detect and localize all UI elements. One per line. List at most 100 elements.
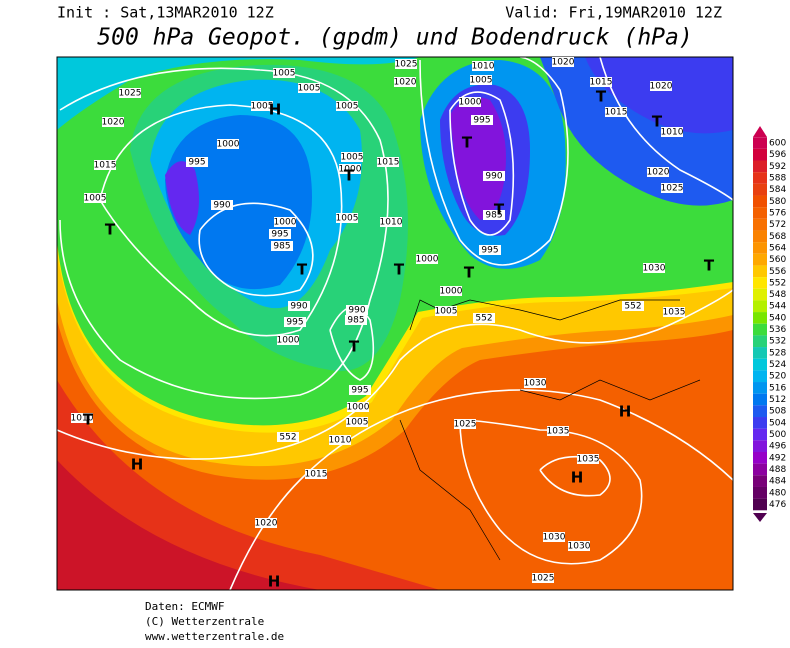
colorbar-label: 572 (769, 220, 786, 230)
isobar-label-bg (346, 305, 368, 315)
colorbar-label: 576 (769, 208, 786, 218)
colorbar-swatch (753, 498, 767, 511)
pressure-center: H (269, 101, 282, 119)
pressure-center: H (131, 456, 144, 474)
colorbar-label: 524 (769, 360, 786, 370)
isobar-label: 995 (473, 116, 490, 126)
isobar-label: 995 (286, 318, 303, 328)
isobar-label-bg (336, 213, 358, 223)
isobar-label: 995 (351, 386, 368, 396)
colorbar-swatch (753, 358, 767, 371)
isobar-label-bg (661, 183, 683, 193)
colorbar-swatch (753, 137, 767, 149)
colorbar-label: 508 (769, 407, 786, 417)
isobar-label: 1020 (255, 519, 278, 529)
isobar-label: 1005 (273, 69, 296, 79)
isobar-label: 995 (481, 246, 498, 256)
colorbar-label: 596 (769, 150, 786, 160)
isobar-label: 995 (271, 230, 288, 240)
colorbar-label: 564 (769, 243, 786, 253)
isobar-label: 1000 (339, 165, 362, 175)
isobar-label-bg (119, 88, 141, 98)
isobar-label-bg (349, 385, 371, 395)
map-title: 500 hPa Geopot. (gpdm) und Bodendruck (h… (97, 25, 692, 51)
isobar-label-bg (345, 315, 367, 325)
isobar-label: 1030 (568, 542, 591, 552)
pressure-center: H (268, 573, 281, 591)
pressure-center: T (83, 411, 94, 429)
colorbar-label: 568 (769, 232, 786, 242)
isobar-label-bg (661, 127, 683, 137)
isobar-label-bg (277, 335, 299, 345)
isobar-label-bg (483, 210, 505, 220)
colorbar-swatch (753, 323, 767, 336)
isobar-label: 552 (624, 302, 641, 312)
isobar-label-bg (217, 139, 239, 149)
colorbar-label: 536 (769, 325, 786, 335)
isobar-label: 990 (485, 172, 502, 182)
isobar-label: 552 (475, 314, 492, 324)
isobar-label: 1005 (341, 153, 364, 163)
pressure-center: H (619, 403, 632, 421)
colorbar-swatch (753, 370, 767, 383)
colorbar-swatch (753, 463, 767, 476)
isobar-label-bg (380, 217, 402, 227)
colorbar-swatch (753, 451, 767, 464)
isobar-label: 1000 (416, 255, 439, 265)
isobar-label-bg (255, 518, 277, 528)
colorbar-swatch (753, 393, 767, 406)
footer-line: Daten: ECMWF (145, 600, 224, 613)
pressure-center: T (464, 264, 475, 282)
colorbar-swatch (753, 265, 767, 278)
colorbar-label: 492 (769, 453, 786, 463)
colorbar-label: 588 (769, 173, 786, 183)
isobar-label-bg (336, 101, 358, 111)
isobar-label-bg (647, 167, 669, 177)
colorbar-label: 560 (769, 255, 786, 265)
isobar-label: 1005 (251, 102, 274, 112)
colorbar-swatch (753, 486, 767, 499)
isobar-label: 1025 (661, 184, 684, 194)
pressure-center: T (652, 113, 663, 131)
isobar-label: 1015 (305, 470, 328, 480)
colorbar-swatch (753, 195, 767, 208)
isobar-label: 1010 (71, 414, 94, 424)
footer-line: (C) Wetterzentrale (145, 615, 264, 628)
isobar-label-bg (470, 75, 492, 85)
isobar-label: 985 (485, 211, 502, 221)
isobar-label: 1020 (102, 118, 125, 128)
colorbar-swatch (753, 218, 767, 231)
isobar-label: 1030 (643, 264, 666, 274)
colorbar-label: 584 (769, 185, 786, 195)
colorbar-label: 600 (769, 139, 786, 149)
isobar-label: 1015 (94, 161, 117, 171)
colorbar-swatch (753, 428, 767, 441)
pressure-center: H (571, 469, 584, 487)
colorbar-cap (753, 513, 767, 522)
isobar-label-bg (532, 573, 554, 583)
colorbar-swatch (753, 207, 767, 219)
isobar-label: 552 (279, 433, 296, 443)
isobar-label: 1005 (470, 76, 493, 86)
colorbar-label: 500 (769, 430, 786, 440)
map-field (57, 57, 733, 590)
colorbar-swatch (753, 440, 767, 452)
isobar-label-bg (552, 57, 574, 67)
isobar-label-bg (577, 454, 599, 464)
colorbar-label: 592 (769, 162, 786, 172)
isobar-label-bg (440, 286, 462, 296)
isobar-label: 995 (188, 158, 205, 168)
isobar-label-bg (284, 317, 306, 327)
isobar-label: 1010 (472, 62, 495, 72)
isobar-label-bg (435, 306, 457, 316)
isobar-label-bg (454, 419, 476, 429)
colorbar-label: 540 (769, 313, 786, 323)
pressure-center: T (297, 261, 308, 279)
isobar-label: 990 (348, 306, 365, 316)
isobar-label: 1000 (347, 403, 370, 413)
isobar-label-bg (416, 254, 438, 264)
isobar-label-bg (650, 81, 672, 91)
colorbar-swatch (753, 148, 767, 161)
isobar-label-bg (395, 59, 417, 69)
isobar-label: 1000 (217, 140, 240, 150)
